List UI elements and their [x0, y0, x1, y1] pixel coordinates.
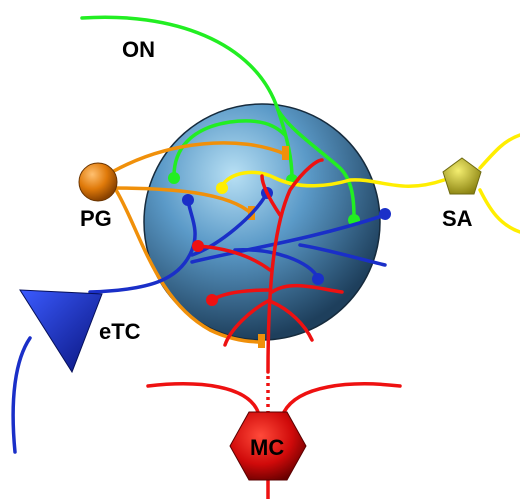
sa-synapse — [216, 182, 228, 194]
pg-processes — [110, 141, 287, 344]
label-on: ON — [122, 37, 155, 62]
etc-processes — [11, 191, 387, 454]
sa-processes — [220, 133, 520, 234]
mc-synapse-2 — [206, 294, 218, 306]
label-pg: PG — [80, 206, 112, 231]
on-synapse-1 — [168, 172, 180, 184]
pg-cell-body — [78, 162, 118, 202]
on-fiber — [80, 15, 356, 220]
sa-cell-body — [442, 157, 482, 195]
mc-cell-body — [229, 411, 307, 481]
etc-synapse-4 — [312, 273, 324, 285]
mc-synapse-1 — [192, 240, 204, 252]
pg-terminal-1 — [282, 146, 289, 160]
label-etc: eTC — [99, 319, 141, 344]
label-sa: SA — [442, 206, 473, 231]
etc-synapse-3 — [379, 208, 391, 220]
etc-cell-body — [19, 289, 103, 374]
mc-synapses — [192, 240, 218, 306]
etc-synapse-1 — [182, 194, 194, 206]
mc-processes — [146, 158, 402, 414]
label-mc: MC — [250, 435, 284, 460]
pg-terminal-3 — [258, 334, 265, 348]
